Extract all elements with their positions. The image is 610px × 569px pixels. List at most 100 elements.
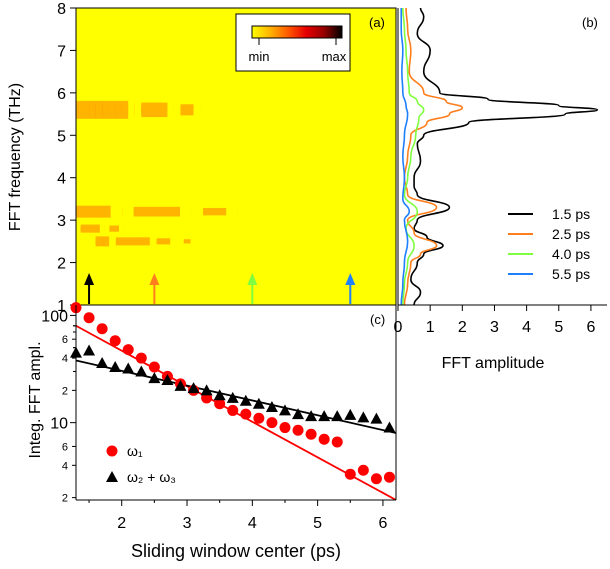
x-tick-label: 5 bbox=[554, 319, 563, 336]
panel-a-frame bbox=[75, 7, 397, 306]
data-point-triangle bbox=[109, 361, 122, 373]
arrow-head bbox=[247, 273, 258, 285]
heatmap-cell bbox=[149, 237, 158, 246]
spectra-lines bbox=[400, 8, 599, 305]
heatmap-cell bbox=[118, 225, 125, 232]
heatmap-cell bbox=[163, 238, 171, 245]
legend-label: 5.5 ps bbox=[552, 266, 590, 282]
colorbar-max-label: max bbox=[322, 49, 347, 64]
heatmap-cell bbox=[147, 102, 155, 118]
spectrum-line bbox=[400, 8, 411, 305]
heatmap-cell bbox=[213, 106, 221, 114]
x-tick-label: 4 bbox=[522, 319, 531, 336]
heatmap-cell bbox=[80, 224, 87, 233]
heatmap-cell bbox=[99, 205, 112, 218]
x-tick-label: 5 bbox=[313, 515, 322, 532]
x-tick-label: 3 bbox=[183, 515, 192, 532]
heatmap-cell bbox=[102, 100, 110, 119]
data-point-triangle bbox=[122, 362, 135, 374]
y-minor-tick-label: 4 bbox=[62, 353, 68, 365]
heatmap-cell bbox=[123, 225, 129, 232]
heatmap-cell bbox=[237, 207, 250, 216]
arrow-head bbox=[84, 273, 95, 285]
heatmap-cell bbox=[121, 100, 129, 119]
heatmap-cell bbox=[160, 102, 168, 118]
heatmap-cell bbox=[109, 225, 115, 232]
panel-a-label: (a) bbox=[369, 15, 385, 30]
heatmap-cell bbox=[214, 207, 227, 216]
time-arrows bbox=[84, 273, 356, 304]
legend-label: 1.5 ps bbox=[552, 206, 590, 222]
data-point-triangle bbox=[226, 391, 239, 403]
heatmap-cell bbox=[108, 100, 116, 119]
heatmap-cell bbox=[129, 237, 137, 246]
data-point-circle bbox=[292, 424, 304, 436]
data-point-circle bbox=[357, 464, 369, 476]
heatmap-features bbox=[76, 100, 273, 247]
data-point-triangle bbox=[161, 373, 174, 385]
colorbar-strip bbox=[251, 25, 343, 39]
x-tick-label: 2 bbox=[458, 319, 467, 336]
colorbar-inset: min max bbox=[235, 13, 351, 72]
data-point-triangle bbox=[96, 356, 109, 368]
y-tick-label: 4 bbox=[57, 171, 66, 188]
data-point-circle bbox=[135, 352, 147, 364]
heatmap-cell bbox=[170, 238, 178, 245]
data-point-circle bbox=[318, 433, 330, 445]
heatmap-cell bbox=[76, 100, 84, 119]
panel-b-spectra: (b) 0 1 2 3 4 5 6 FFT amplitude 1.5 ps 2.5 ps 4.… bbox=[394, 8, 607, 372]
legend-marker-triangle bbox=[106, 471, 118, 482]
data-point-circle bbox=[331, 436, 343, 448]
data-point-circle bbox=[383, 471, 395, 483]
heatmap-cell bbox=[141, 102, 149, 118]
y-tick-label: 3 bbox=[57, 213, 66, 230]
y-tick-label: 7 bbox=[57, 43, 66, 60]
panel-c-x-axis-label: Sliding window center (ps) bbox=[131, 541, 341, 561]
heatmap-cell bbox=[95, 224, 101, 233]
y-tick-label: 5 bbox=[57, 128, 66, 145]
data-point-circle bbox=[240, 408, 252, 420]
panel-b-x-axis-label: FFT amplitude bbox=[442, 355, 545, 372]
data-point-triangle bbox=[265, 400, 278, 412]
data-point-circle bbox=[370, 473, 382, 485]
data-point-triangle bbox=[318, 410, 331, 422]
y-tick-label: 1 bbox=[57, 298, 66, 315]
heatmap-cell bbox=[173, 102, 181, 118]
heatmap-cell bbox=[156, 206, 169, 217]
y-minor-tick-label: 2 bbox=[62, 493, 68, 505]
heatmap-cell bbox=[82, 100, 90, 119]
heatmap-cell bbox=[76, 223, 82, 234]
legend-marker-circle bbox=[106, 445, 118, 457]
heatmap-cell bbox=[110, 205, 123, 218]
heatmap-cell bbox=[136, 237, 144, 246]
heatmap-cell bbox=[176, 238, 185, 245]
x-tick-label: 1 bbox=[426, 319, 435, 336]
heatmap-cell bbox=[89, 100, 97, 119]
heatmap-cell bbox=[122, 237, 131, 246]
y-minor-tick-label: 6 bbox=[62, 441, 68, 453]
y-tick-label: 100 bbox=[41, 308, 68, 325]
heatmap-cell bbox=[156, 238, 164, 245]
data-point-circle bbox=[227, 404, 239, 416]
data-point-triangle bbox=[383, 421, 396, 433]
heatmap-cell bbox=[128, 100, 136, 119]
heatmap-cell bbox=[95, 100, 103, 119]
data-point-triangle bbox=[83, 344, 96, 356]
panel-c-x-axis: 2 3 4 5 6 bbox=[88, 500, 387, 532]
heatmap-cell bbox=[145, 206, 158, 217]
heatmap-cell bbox=[87, 205, 100, 218]
y-minor-tick-label: 6 bbox=[62, 334, 68, 346]
x-tick-label: 3 bbox=[490, 319, 499, 336]
heatmap-cell bbox=[99, 224, 106, 233]
y-tick-label: 10 bbox=[50, 416, 68, 433]
x-tick-label: 4 bbox=[248, 515, 257, 532]
spectrum-line bbox=[410, 8, 599, 305]
heatmap-cell bbox=[133, 226, 139, 231]
scatter-markers bbox=[70, 302, 396, 485]
panel-c-legend: ω₁ ω₂ + ω₃ bbox=[106, 443, 176, 485]
arrow-head bbox=[149, 273, 160, 285]
y-tick-label: 8 bbox=[57, 1, 66, 18]
legend-label: 4.0 ps bbox=[552, 246, 590, 262]
heatmap-cell bbox=[187, 104, 195, 116]
